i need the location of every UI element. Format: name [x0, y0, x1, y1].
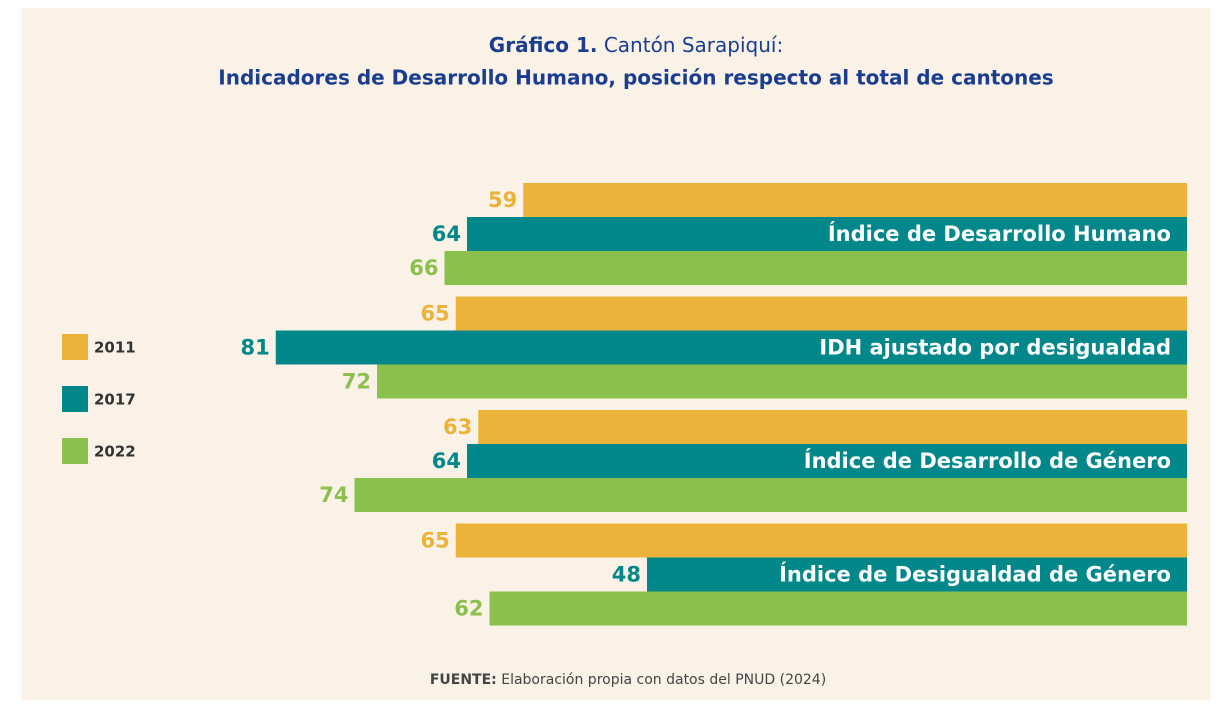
- legend-label: 2017: [94, 391, 136, 409]
- bar: [455, 523, 1187, 558]
- bar: [275, 330, 1187, 365]
- legend-label: 2022: [94, 443, 136, 461]
- value-label: 65: [421, 529, 450, 553]
- category-label: IDH ajustado por desigualdad: [819, 336, 1171, 360]
- category-label: Índice de Desarrollo Humano: [828, 221, 1171, 246]
- bar: [467, 217, 1187, 251]
- value-label: 66: [409, 256, 438, 280]
- source-label: FUENTE:: [430, 672, 497, 688]
- chart-title: Gráfico 1. Cantón Sarapiquí:: [489, 33, 783, 57]
- bar: [455, 296, 1187, 331]
- bar: [354, 478, 1187, 512]
- legend-label: 2011: [94, 339, 136, 357]
- bar: [478, 410, 1187, 444]
- value-label: 48: [612, 563, 641, 587]
- legend-swatch: [62, 386, 88, 412]
- value-label: 74: [319, 483, 348, 507]
- value-label: 64: [432, 449, 461, 473]
- value-label: 64: [432, 222, 461, 246]
- category-label: Índice de Desigualdad de Género: [779, 562, 1171, 587]
- source-text: Elaboración propia con datos del PNUD (2…: [501, 672, 826, 688]
- title-label: Gráfico 1.: [489, 33, 598, 57]
- value-label: 81: [241, 336, 270, 360]
- bar: [467, 444, 1187, 478]
- bar: [523, 183, 1187, 217]
- bar: [489, 591, 1187, 626]
- bar: [647, 557, 1187, 592]
- bar: [444, 251, 1187, 285]
- value-label: 62: [454, 597, 483, 621]
- chart-subtitle: Indicadores de Desarrollo Humano, posici…: [218, 66, 1053, 90]
- legend-swatch: [62, 438, 88, 464]
- value-label: 72: [342, 370, 371, 394]
- legend-swatch: [62, 334, 88, 360]
- bar: [377, 364, 1187, 399]
- title-text: Cantón Sarapiquí:: [604, 33, 783, 57]
- value-label: 59: [488, 188, 517, 212]
- category-label: Índice de Desarrollo de Género: [804, 448, 1171, 473]
- value-label: 63: [443, 415, 472, 439]
- value-label: 65: [421, 302, 450, 326]
- source: FUENTE: Elaboración propia con datos del…: [430, 672, 826, 688]
